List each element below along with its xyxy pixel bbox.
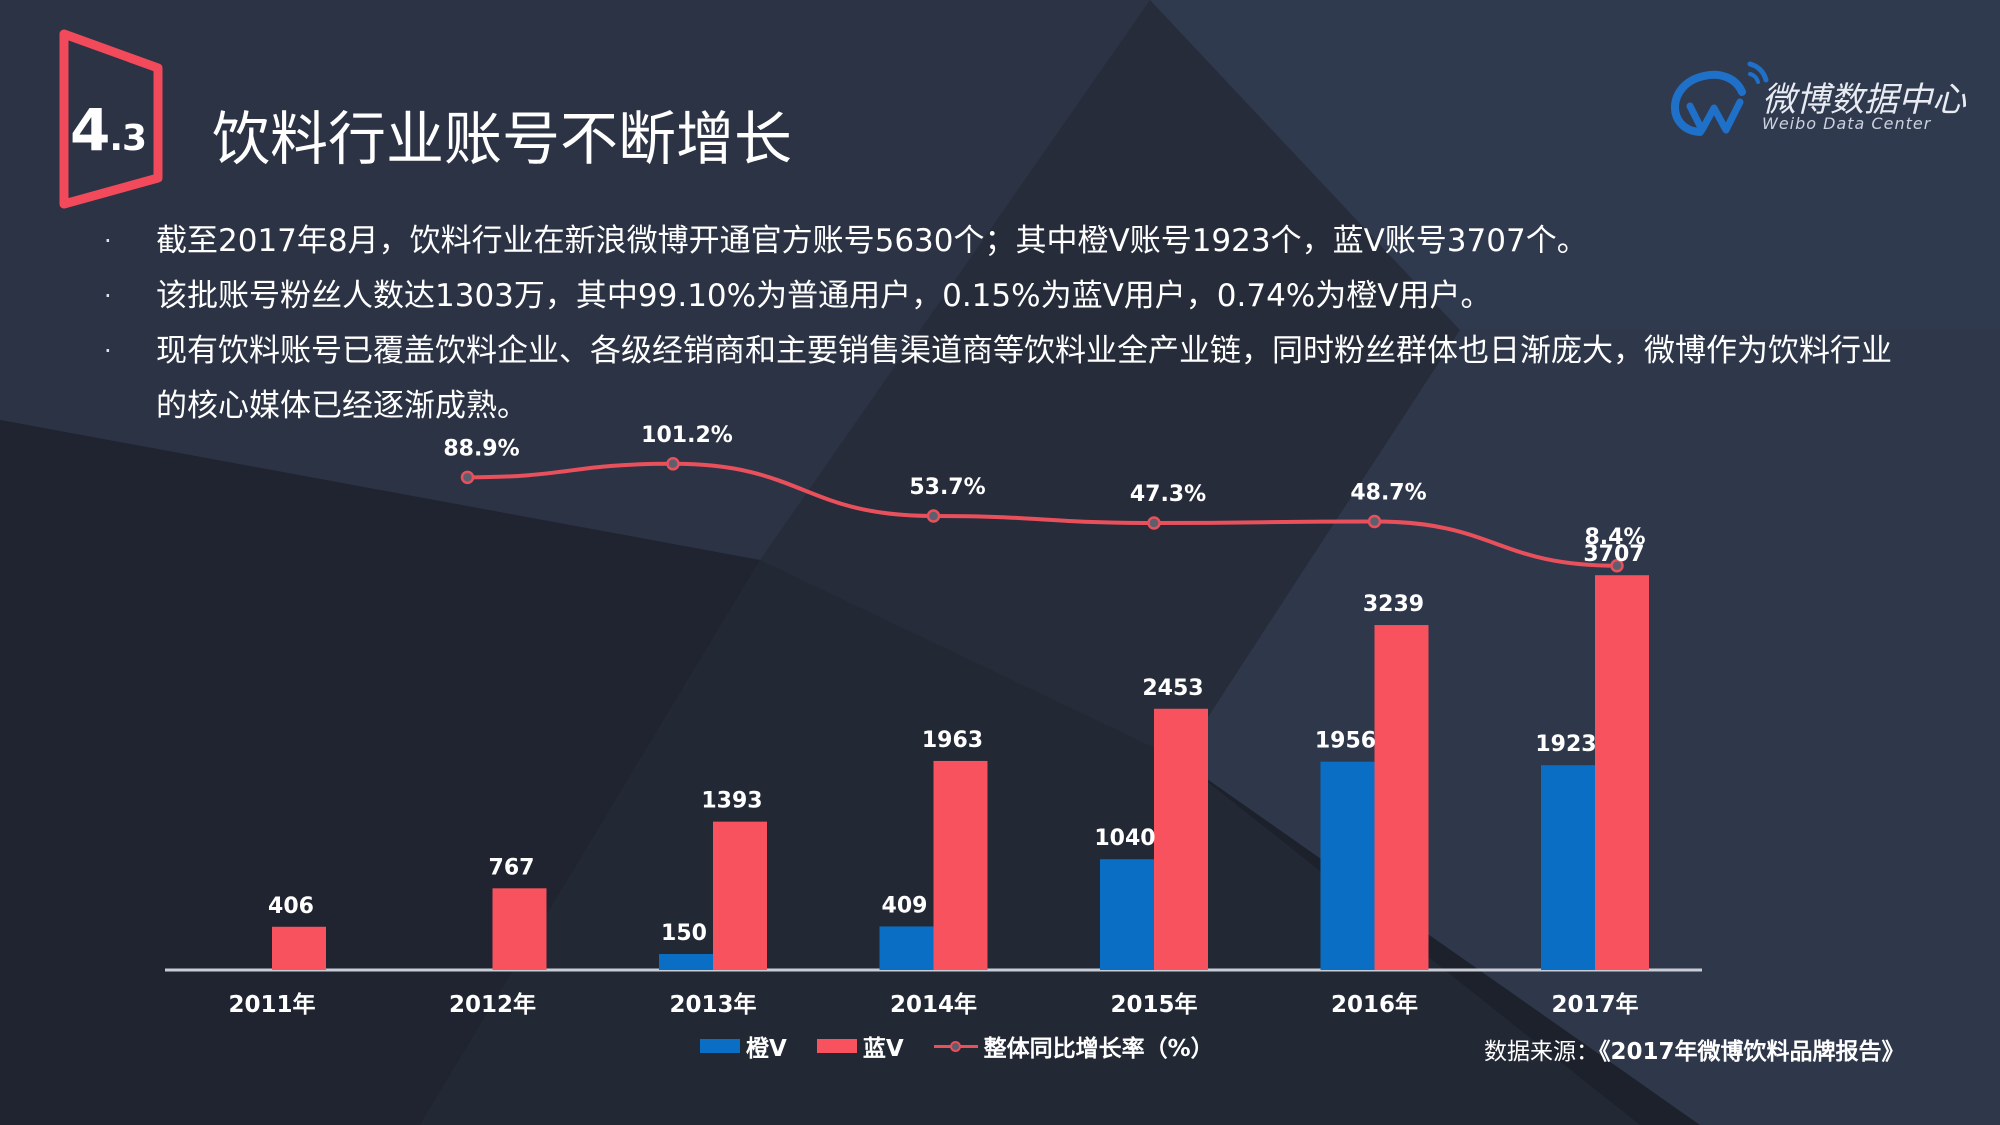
bar-orange-v <box>879 926 934 970</box>
growth-rate-point <box>1147 516 1161 530</box>
bar-blue-v <box>1595 575 1649 970</box>
bar-label-orange-v: 150 <box>661 921 707 946</box>
bar-blue-v <box>272 926 326 970</box>
bar-blue-v <box>492 888 547 970</box>
legend-label: 整体同比增长率（%） <box>983 1036 1214 1062</box>
bar-label-blue-v: 3239 <box>1363 592 1424 617</box>
bullet-item: · 该批账号粉丝人数达1303万，其中99.10%为普通用户，0.15%为蓝V用… <box>100 269 1960 324</box>
section-badge-frame <box>59 29 163 209</box>
section-number-sub: .3 <box>109 118 147 159</box>
growth-rate-label: 48.7% <box>1350 480 1426 505</box>
bullet-item: · 截至2017年8月，饮料行业在新浪微博开通官方账号5630个；其中橙V账号1… <box>100 214 1960 269</box>
growth-rate-point <box>460 470 475 485</box>
bar-blue-v <box>1154 708 1208 970</box>
legend-swatch-orange-v <box>700 1039 740 1053</box>
bar-blue-v <box>1374 625 1429 970</box>
section-number: 4.3 <box>70 96 147 164</box>
bar-orange-v <box>659 954 713 970</box>
bar-blue-v <box>933 760 988 970</box>
data-source: 数据来源：《2017年微博饮料品牌报告》 <box>1484 1032 1905 1066</box>
x-tick-label: 2015年 <box>1110 991 1197 1018</box>
bar-label-blue-v: 1963 <box>922 728 983 753</box>
growth-rate-point <box>1610 559 1624 573</box>
legend-item-blue-v: 蓝V <box>816 1029 904 1063</box>
x-tick-label: 2017年 <box>1551 991 1638 1018</box>
bar-orange-v <box>1541 765 1595 970</box>
bar-orange-v <box>1100 859 1154 970</box>
bar-label-blue-v: 1393 <box>701 789 762 814</box>
bar-label-blue-v: 406 <box>268 894 314 919</box>
logo-subtitle: Weibo Data Center <box>1762 114 1932 133</box>
growth-rate-label: 101.2% <box>641 423 733 448</box>
bullet-text: 现有饮料账号已覆盖饮料企业、各级经销商和主要销售渠道商等饮料业全产业链，同时粉丝… <box>156 333 1892 424</box>
bar-blue-v <box>713 821 767 970</box>
legend-swatch-blue-v <box>816 1039 857 1053</box>
growth-rate-label: 8.4% <box>1584 525 1645 550</box>
growth-rate-point <box>1367 514 1382 529</box>
x-tick-label: 2013年 <box>669 991 756 1018</box>
logo-name: 微博数据中心 <box>1762 80 1966 120</box>
x-tick-label: 2016年 <box>1331 991 1418 1018</box>
growth-rate-label: 88.9% <box>443 436 519 461</box>
legend-label: 蓝V <box>862 1036 904 1062</box>
legend-label: 橙V <box>746 1036 787 1062</box>
x-tick-label: 2014年 <box>890 991 977 1018</box>
bullet-marker: · <box>104 227 112 255</box>
summary-bullets: · 截至2017年8月，饮料行业在新浪微博开通官方账号5630个；其中橙V账号1… <box>100 214 1960 434</box>
section-number-main: 4 <box>70 96 110 164</box>
bar-label-blue-v: 3707 <box>1583 542 1644 567</box>
chart-legend: 橙V 蓝V 整体同比增长率（%） <box>700 1030 1244 1062</box>
bullet-marker: · <box>104 282 112 310</box>
bar-label-orange-v: 1956 <box>1315 729 1376 754</box>
legend-item-growth-rate: 整体同比增长率（%） <box>933 1029 1214 1063</box>
bar-label-orange-v: 409 <box>882 893 928 918</box>
growth-rate-line <box>467 461 1618 568</box>
source-name: 《2017年微博饮料品牌报告》 <box>1599 1039 1905 1065</box>
page-title: 饮料行业账号不断增长 <box>212 105 793 173</box>
bar-orange-v <box>1320 761 1375 970</box>
x-tick-label: 2011年 <box>228 991 315 1018</box>
growth-rate-point <box>926 509 941 523</box>
legend-item-orange-v: 橙V <box>700 1029 787 1063</box>
growth-rate-point <box>666 457 680 471</box>
bar-label-blue-v: 767 <box>489 855 535 880</box>
bullet-item: · 现有饮料账号已覆盖饮料企业、各级经销商和主要销售渠道商等饮料业全产业链，同时… <box>100 324 1960 434</box>
bar-label-orange-v: 1040 <box>1094 826 1155 851</box>
growth-rate-label: 47.3% <box>1130 482 1206 507</box>
bullet-text: 该批账号粉丝人数达1303万，其中99.10%为普通用户，0.15%为蓝V用户，… <box>156 278 1492 314</box>
x-tick-label: 2012年 <box>449 991 536 1018</box>
bar-label-orange-v: 1923 <box>1535 732 1596 757</box>
legend-swatch-growth-rate <box>933 1039 978 1053</box>
bullet-marker: · <box>104 337 112 365</box>
bar-label-blue-v: 2453 <box>1142 676 1203 701</box>
bullet-text: 截至2017年8月，饮料行业在新浪微博开通官方账号5630个；其中橙V账号192… <box>156 223 1588 259</box>
weibo-logo-icon <box>1671 61 1769 136</box>
growth-rate-label: 53.7% <box>909 475 985 500</box>
source-prefix: 数据来源： <box>1484 1039 1599 1065</box>
